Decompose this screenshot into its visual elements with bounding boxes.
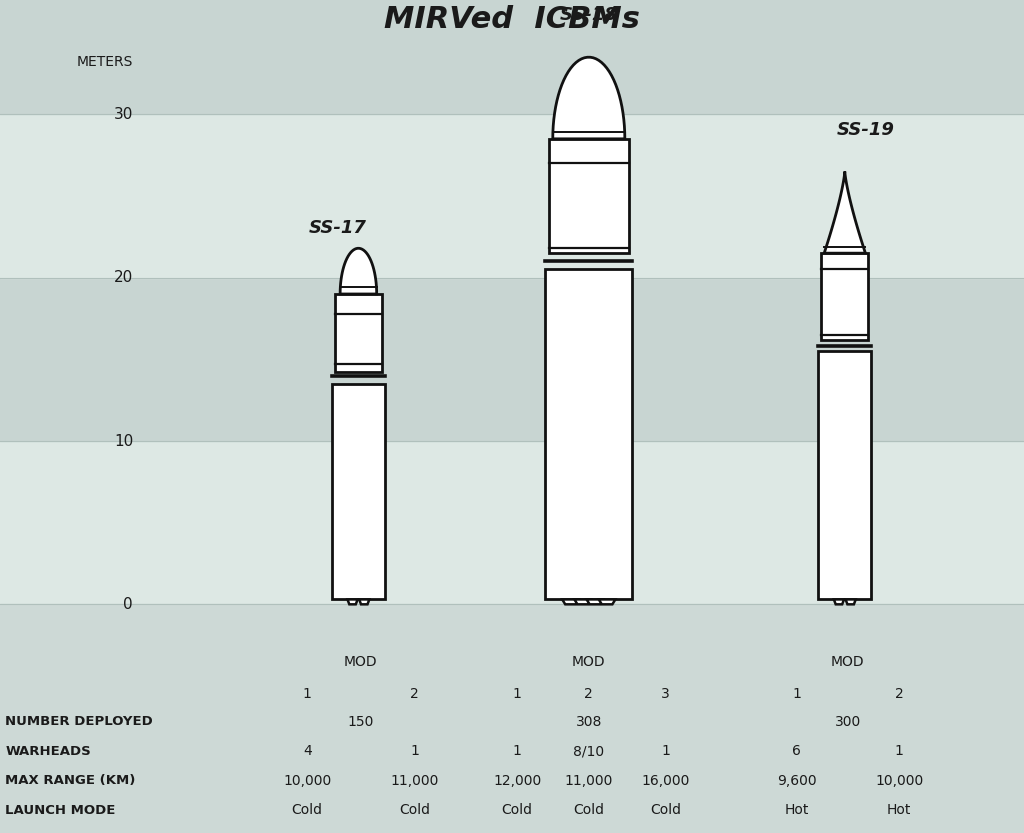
Text: NUMBER DEPLOYED: NUMBER DEPLOYED: [5, 716, 153, 728]
Text: 1: 1: [513, 745, 521, 758]
Text: 2: 2: [411, 687, 419, 701]
Polygon shape: [335, 294, 382, 372]
Text: 1: 1: [303, 687, 311, 701]
Polygon shape: [549, 139, 629, 253]
Text: 16,000: 16,000: [641, 774, 690, 788]
Bar: [0, 441, 1024, 604]
Text: MAX RANGE (KM): MAX RANGE (KM): [5, 774, 135, 787]
Text: 1: 1: [411, 745, 419, 758]
Bar: [0, 604, 1024, 833]
Text: Cold: Cold: [573, 803, 604, 817]
Text: Cold: Cold: [399, 803, 430, 817]
Polygon shape: [545, 270, 632, 600]
Text: SS-19: SS-19: [837, 121, 894, 139]
Text: METERS: METERS: [77, 55, 133, 69]
Polygon shape: [824, 172, 865, 253]
Text: MIRVed  ICBMs: MIRVed ICBMs: [384, 5, 640, 34]
Polygon shape: [340, 248, 377, 294]
Polygon shape: [562, 600, 579, 604]
Text: WARHEADS: WARHEADS: [5, 745, 91, 758]
Text: Cold: Cold: [502, 803, 532, 817]
Polygon shape: [332, 384, 385, 600]
Text: 300: 300: [835, 715, 861, 729]
Text: 20: 20: [114, 270, 133, 285]
Text: Cold: Cold: [292, 803, 323, 817]
Text: LAUNCH MODE: LAUNCH MODE: [5, 804, 116, 816]
Polygon shape: [347, 600, 357, 604]
Text: 1: 1: [793, 687, 801, 701]
Polygon shape: [818, 352, 871, 600]
Bar: [0, 277, 1024, 441]
Bar: [0, 0, 1024, 114]
Text: Hot: Hot: [887, 803, 911, 817]
Text: MOD: MOD: [572, 655, 605, 669]
Text: 10: 10: [114, 433, 133, 448]
Text: MOD: MOD: [344, 655, 377, 669]
Polygon shape: [821, 253, 868, 340]
Text: 10,000: 10,000: [283, 774, 332, 788]
Polygon shape: [834, 600, 844, 604]
Text: 3: 3: [662, 687, 670, 701]
Text: Hot: Hot: [784, 803, 809, 817]
Text: 6: 6: [793, 745, 801, 758]
Text: SS-17: SS-17: [309, 219, 367, 237]
Text: 9,600: 9,600: [777, 774, 816, 788]
Text: 10,000: 10,000: [874, 774, 924, 788]
Text: 1: 1: [662, 745, 670, 758]
Text: 12,000: 12,000: [493, 774, 542, 788]
Polygon shape: [359, 600, 370, 604]
Polygon shape: [574, 600, 591, 604]
Text: 11,000: 11,000: [564, 774, 613, 788]
Polygon shape: [599, 600, 615, 604]
Polygon shape: [553, 57, 625, 139]
Text: 2: 2: [895, 687, 903, 701]
Text: 2: 2: [585, 687, 593, 701]
Text: 4: 4: [303, 745, 311, 758]
Text: 308: 308: [575, 715, 602, 729]
Text: 11,000: 11,000: [390, 774, 439, 788]
Text: MOD: MOD: [831, 655, 864, 669]
Text: Cold: Cold: [650, 803, 681, 817]
Polygon shape: [587, 600, 603, 604]
Text: SS-18: SS-18: [560, 7, 617, 24]
Text: 1: 1: [895, 745, 903, 758]
Text: 30: 30: [114, 107, 133, 122]
Bar: [0, 114, 1024, 277]
Polygon shape: [846, 600, 856, 604]
Text: 1: 1: [513, 687, 521, 701]
Text: 150: 150: [347, 715, 374, 729]
Text: 0: 0: [124, 596, 133, 611]
Text: 8/10: 8/10: [573, 745, 604, 758]
